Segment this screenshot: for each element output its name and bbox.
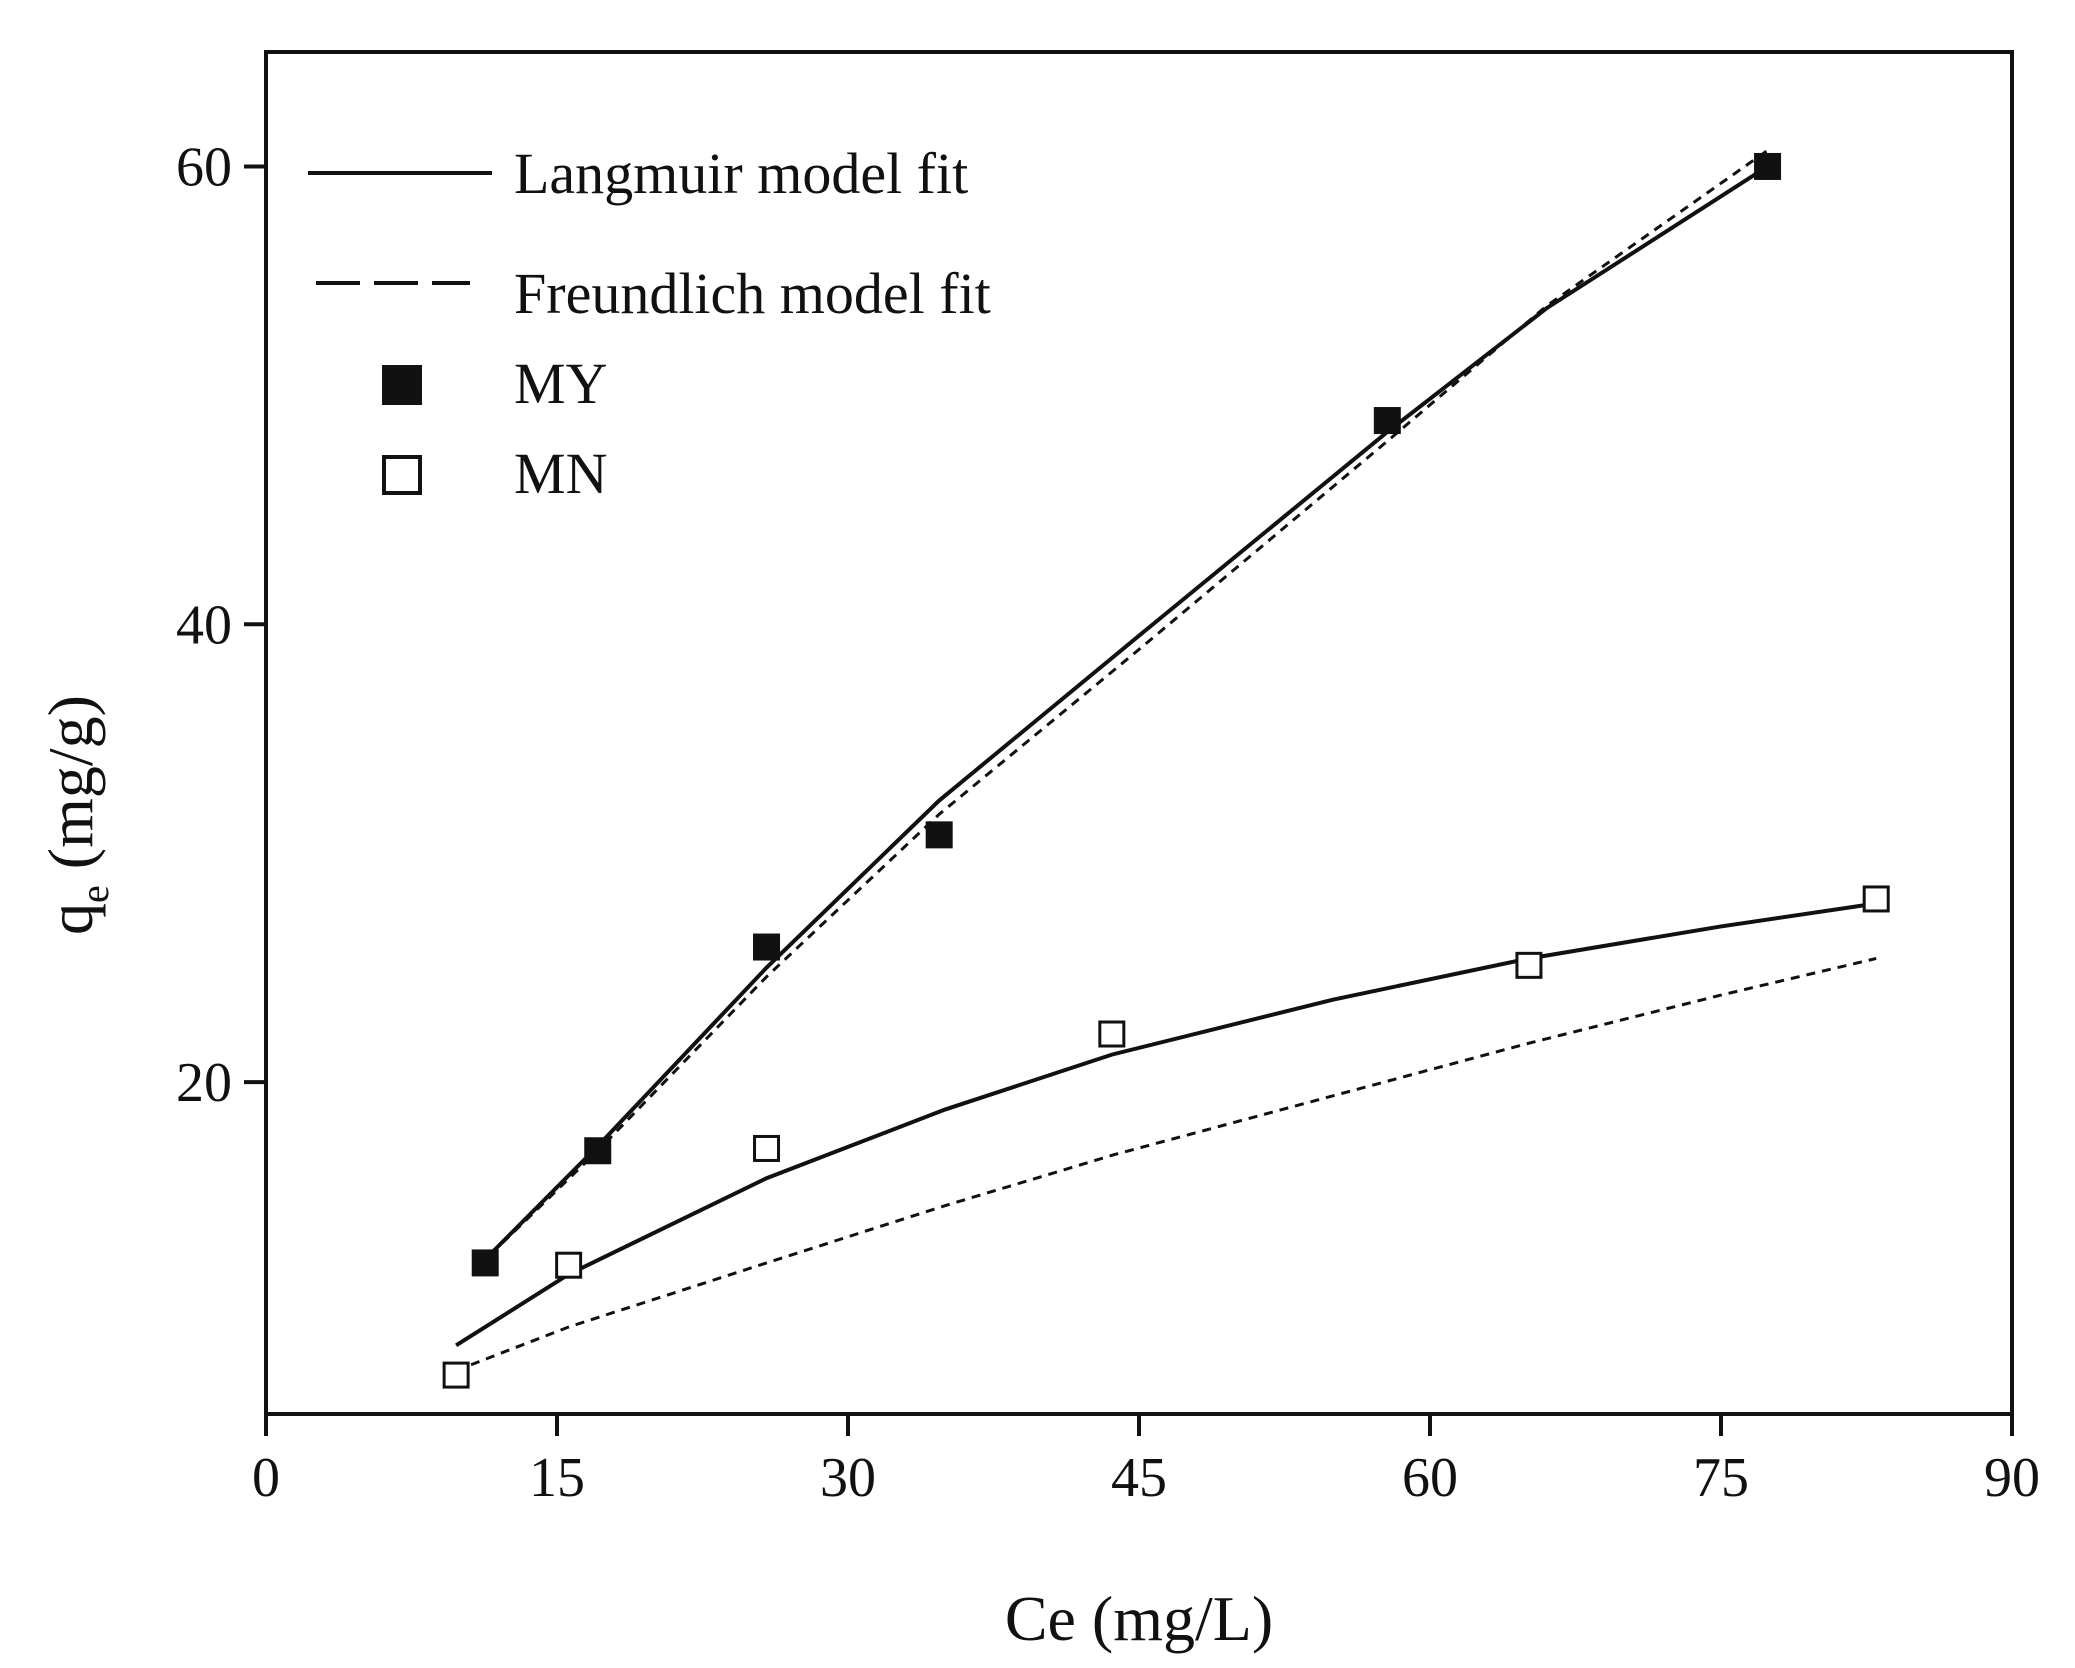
x-tick-label: 75 — [1693, 1447, 1749, 1509]
x-tick-label: 15 — [529, 1447, 585, 1509]
x-tick-label: 60 — [1402, 1447, 1458, 1509]
point-my — [1754, 152, 1782, 180]
point-my — [925, 821, 953, 849]
point-mn — [1515, 951, 1543, 979]
x-tick-label: 45 — [1111, 1447, 1167, 1509]
y-axis-title-main: q — [35, 903, 106, 935]
point-mn — [1098, 1020, 1126, 1048]
point-mn — [753, 1134, 781, 1162]
legend-label: MN — [514, 441, 607, 506]
legend-label: MY — [514, 351, 607, 416]
tick-layer: 0 15 30 45 60 75 90 20 40 60 — [176, 136, 2040, 1509]
point-my — [753, 933, 781, 961]
y-axis-title-unit: (mg/g) — [35, 695, 106, 885]
y-axis-title-subscript: e — [72, 885, 117, 903]
y-axis-title: qe (mg/g) — [35, 695, 117, 935]
x-axis-title: Ce (mg/L) — [1005, 1583, 1273, 1654]
x-tick-label: 0 — [252, 1447, 280, 1509]
legend-label: Freundlich model fit — [514, 261, 991, 326]
x-tick-label: 30 — [820, 1447, 876, 1509]
y-tick-label: 20 — [176, 1052, 232, 1114]
point-my — [584, 1137, 612, 1165]
point-mn — [1862, 885, 1890, 913]
freundlich-fit-line-my — [478, 149, 1769, 1267]
langmuir-fit-line-my — [477, 164, 1769, 1267]
legend-label: Langmuir model fit — [514, 141, 968, 206]
y-tick-label: 40 — [176, 594, 232, 656]
y-axis-title-group: qe (mg/g) — [35, 695, 117, 935]
freundlich-fit-line-mn — [455, 957, 1877, 1372]
point-my — [1373, 407, 1401, 435]
point-my — [471, 1249, 499, 1277]
data-points — [442, 152, 1890, 1389]
legend-marker-my — [382, 365, 422, 405]
point-mn — [555, 1251, 583, 1279]
legend-marker-mn — [382, 455, 422, 495]
y-tick-label: 60 — [176, 136, 232, 198]
point-mn — [442, 1361, 470, 1389]
langmuir-fit-line-mn — [455, 901, 1877, 1348]
legend: Langmuir model fit Freundlich model fit MY… — [308, 141, 991, 506]
x-tick-label: 90 — [1984, 1447, 2040, 1509]
fit-curves — [455, 149, 1877, 1372]
plot-frame — [264, 50, 2014, 1416]
